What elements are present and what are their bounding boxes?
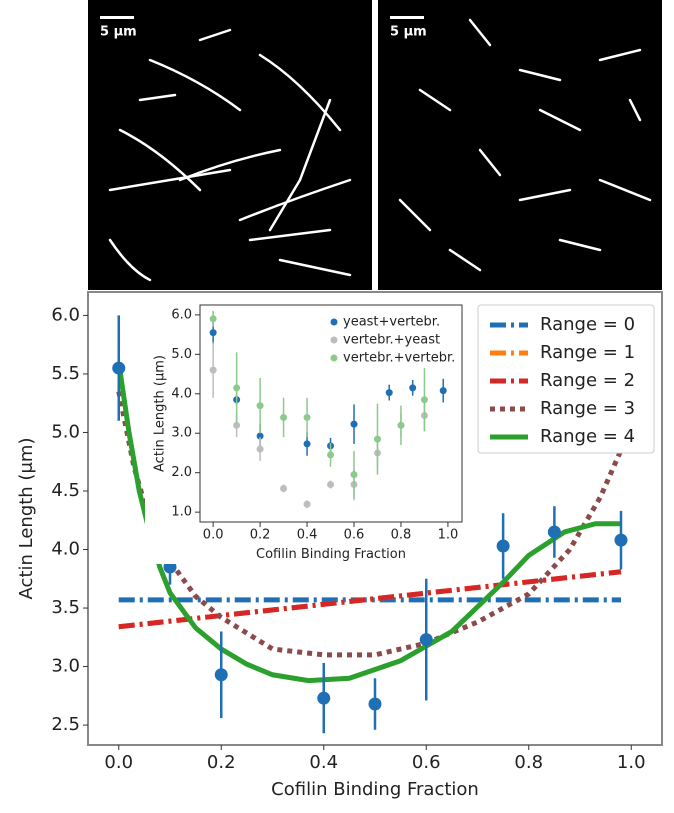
x-tick-label: 0.4 [309, 752, 338, 773]
data-point [256, 445, 264, 453]
data-point [209, 366, 217, 374]
legend-label: Range = 0 [540, 314, 635, 335]
y-tick-label: 4.0 [171, 386, 192, 401]
x-tick-label: 0.8 [391, 528, 412, 543]
scale-label: 5 μm [100, 25, 137, 40]
filaments [108, 28, 352, 282]
data-point [327, 481, 335, 489]
x-tick-label: 0.8 [514, 752, 543, 773]
legend-box [477, 304, 655, 454]
data-point [256, 402, 264, 410]
y-tick-label: 5.0 [171, 347, 192, 362]
data-point [233, 384, 241, 392]
legend-label: yeast+vertebr. [343, 315, 440, 330]
y-tick-label: 1.0 [171, 505, 192, 520]
data-point [303, 500, 311, 508]
y-tick-label: 2.5 [51, 714, 80, 735]
data-point [439, 387, 447, 395]
y-tick-label: 3.5 [51, 597, 80, 618]
y-tick-label: 2.0 [171, 465, 192, 480]
data-point [256, 432, 264, 440]
y-tick-label: 4.5 [51, 480, 80, 501]
micrograph-right: 5 μm [378, 0, 662, 290]
data-point [614, 533, 628, 547]
data-point [303, 413, 311, 421]
x-tick-label: 0.0 [104, 752, 133, 773]
legend-marker [330, 354, 338, 362]
data-point [327, 451, 335, 459]
x-tick-label: 0.6 [412, 752, 441, 773]
filaments [398, 18, 652, 272]
data-point [397, 421, 405, 429]
x-tick-label: 0.0 [203, 528, 224, 543]
scale-label: 5 μm [390, 25, 427, 40]
data-point [209, 329, 217, 337]
x-tick-label: 1.0 [617, 752, 646, 773]
data-point [350, 420, 358, 428]
data-point [280, 484, 288, 492]
legend-label: Range = 4 [540, 426, 635, 447]
data-point [317, 691, 331, 705]
y-axis-label: Actin Length (μm) [153, 355, 168, 472]
data-point [409, 384, 417, 392]
legend-marker [330, 318, 338, 326]
y-tick-label: 6.0 [51, 304, 80, 325]
x-axis-label: Cofilin Binding Fraction [256, 547, 406, 562]
scale-bar [100, 16, 134, 19]
y-tick-label: 5.5 [51, 363, 80, 384]
data-point [233, 421, 241, 429]
legend-label: Range = 3 [540, 398, 635, 419]
data-point [373, 435, 381, 443]
data-point [385, 389, 393, 397]
fit-line [116, 391, 624, 658]
micrograph-bg [88, 0, 372, 290]
y-tick-label: 6.0 [171, 307, 192, 322]
x-tick-label: 0.2 [207, 752, 236, 773]
legend-label: vertebr.+yeast [343, 333, 440, 348]
data-point [214, 668, 228, 682]
data-point [547, 525, 561, 539]
fit-line [118, 569, 622, 630]
x-tick-label: 1.0 [438, 528, 459, 543]
legend-label: Range = 2 [540, 370, 635, 391]
data-point [280, 413, 288, 421]
data-point [350, 471, 358, 479]
scale-bar [390, 16, 424, 19]
micrograph-bg [378, 0, 662, 290]
x-axis-label: Cofilin Binding Fraction [271, 779, 479, 800]
data-point [112, 361, 126, 375]
y-tick-label: 3.0 [51, 656, 80, 677]
data-point [303, 440, 311, 448]
x-tick-label: 0.2 [250, 528, 271, 543]
data-point [209, 315, 217, 323]
data-point [419, 633, 433, 647]
y-tick-label: 4.0 [51, 539, 80, 560]
data-point [420, 396, 428, 404]
legend-label: Range = 1 [540, 342, 635, 363]
micrograph-left: 5 μm [88, 0, 372, 290]
x-tick-label: 0.4 [297, 528, 318, 543]
y-tick-label: 3.0 [171, 426, 192, 441]
y-tick-label: 5.0 [51, 421, 80, 442]
data-point [496, 539, 510, 553]
data-point [368, 697, 382, 711]
legend-marker [330, 336, 338, 344]
y-axis-label: Actin Length (μm) [16, 438, 37, 600]
legend-label: vertebr.+vertebr. [343, 351, 455, 366]
x-tick-label: 0.6 [344, 528, 365, 543]
